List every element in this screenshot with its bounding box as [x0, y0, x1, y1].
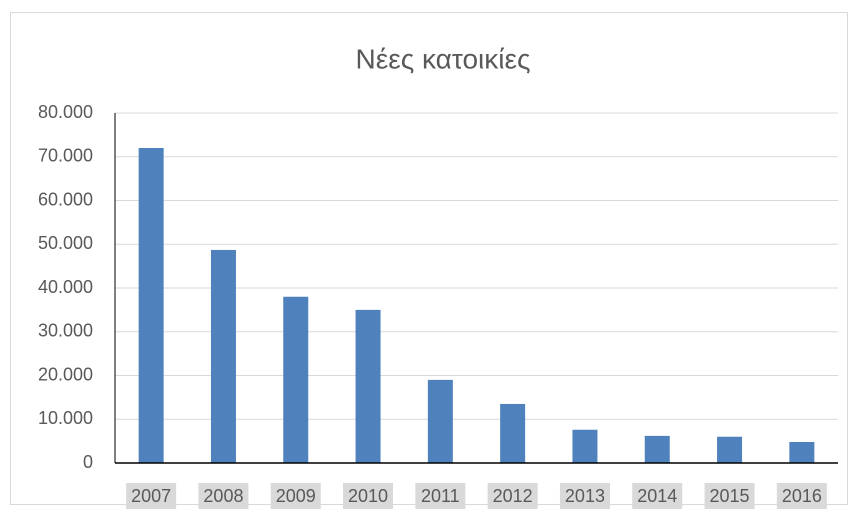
y-tick-label: 50.000 — [38, 233, 93, 253]
x-tick-label: 2007 — [131, 486, 171, 506]
bar — [138, 148, 164, 463]
y-tick-label: 0 — [83, 452, 93, 472]
x-tick-label: 2016 — [782, 486, 822, 506]
x-label-highlight — [126, 483, 177, 509]
x-tick-label: 2010 — [348, 486, 388, 506]
y-tick-label: 20.000 — [38, 364, 93, 384]
y-tick-label: 60.000 — [38, 189, 93, 209]
x-tick-label: 2013 — [565, 486, 605, 506]
x-label-highlight — [704, 483, 755, 509]
x-label-highlight — [487, 483, 538, 509]
y-tick-label: 30.000 — [38, 321, 93, 341]
x-tick-label: 2011 — [421, 486, 460, 506]
bar — [789, 442, 815, 463]
x-label-highlight — [198, 483, 249, 509]
y-tick-label: 10.000 — [38, 408, 93, 428]
x-label-highlight — [559, 483, 610, 509]
x-tick-label: 2014 — [637, 486, 677, 506]
bar — [283, 296, 309, 463]
x-tick-label: 2015 — [710, 486, 750, 506]
bar — [717, 436, 743, 463]
x-tick-label: 2008 — [203, 486, 243, 506]
y-tick-label: 40.000 — [38, 277, 93, 297]
bar — [210, 249, 236, 463]
bar — [355, 309, 381, 463]
x-label-highlight — [270, 483, 321, 509]
bar — [572, 429, 598, 463]
bar — [427, 379, 453, 463]
bar — [500, 403, 526, 463]
x-label-highlight — [632, 483, 683, 509]
chart-title: Νέες κατοικίες — [356, 43, 531, 74]
x-tick-label: 2009 — [276, 486, 316, 506]
x-label-highlight — [415, 483, 466, 509]
x-tick-label: 2012 — [493, 486, 533, 506]
y-tick-label: 80.000 — [38, 102, 93, 122]
x-label-highlight — [343, 483, 394, 509]
bar — [644, 435, 670, 463]
y-tick-label: 70.000 — [38, 146, 93, 166]
x-label-highlight — [776, 483, 827, 509]
